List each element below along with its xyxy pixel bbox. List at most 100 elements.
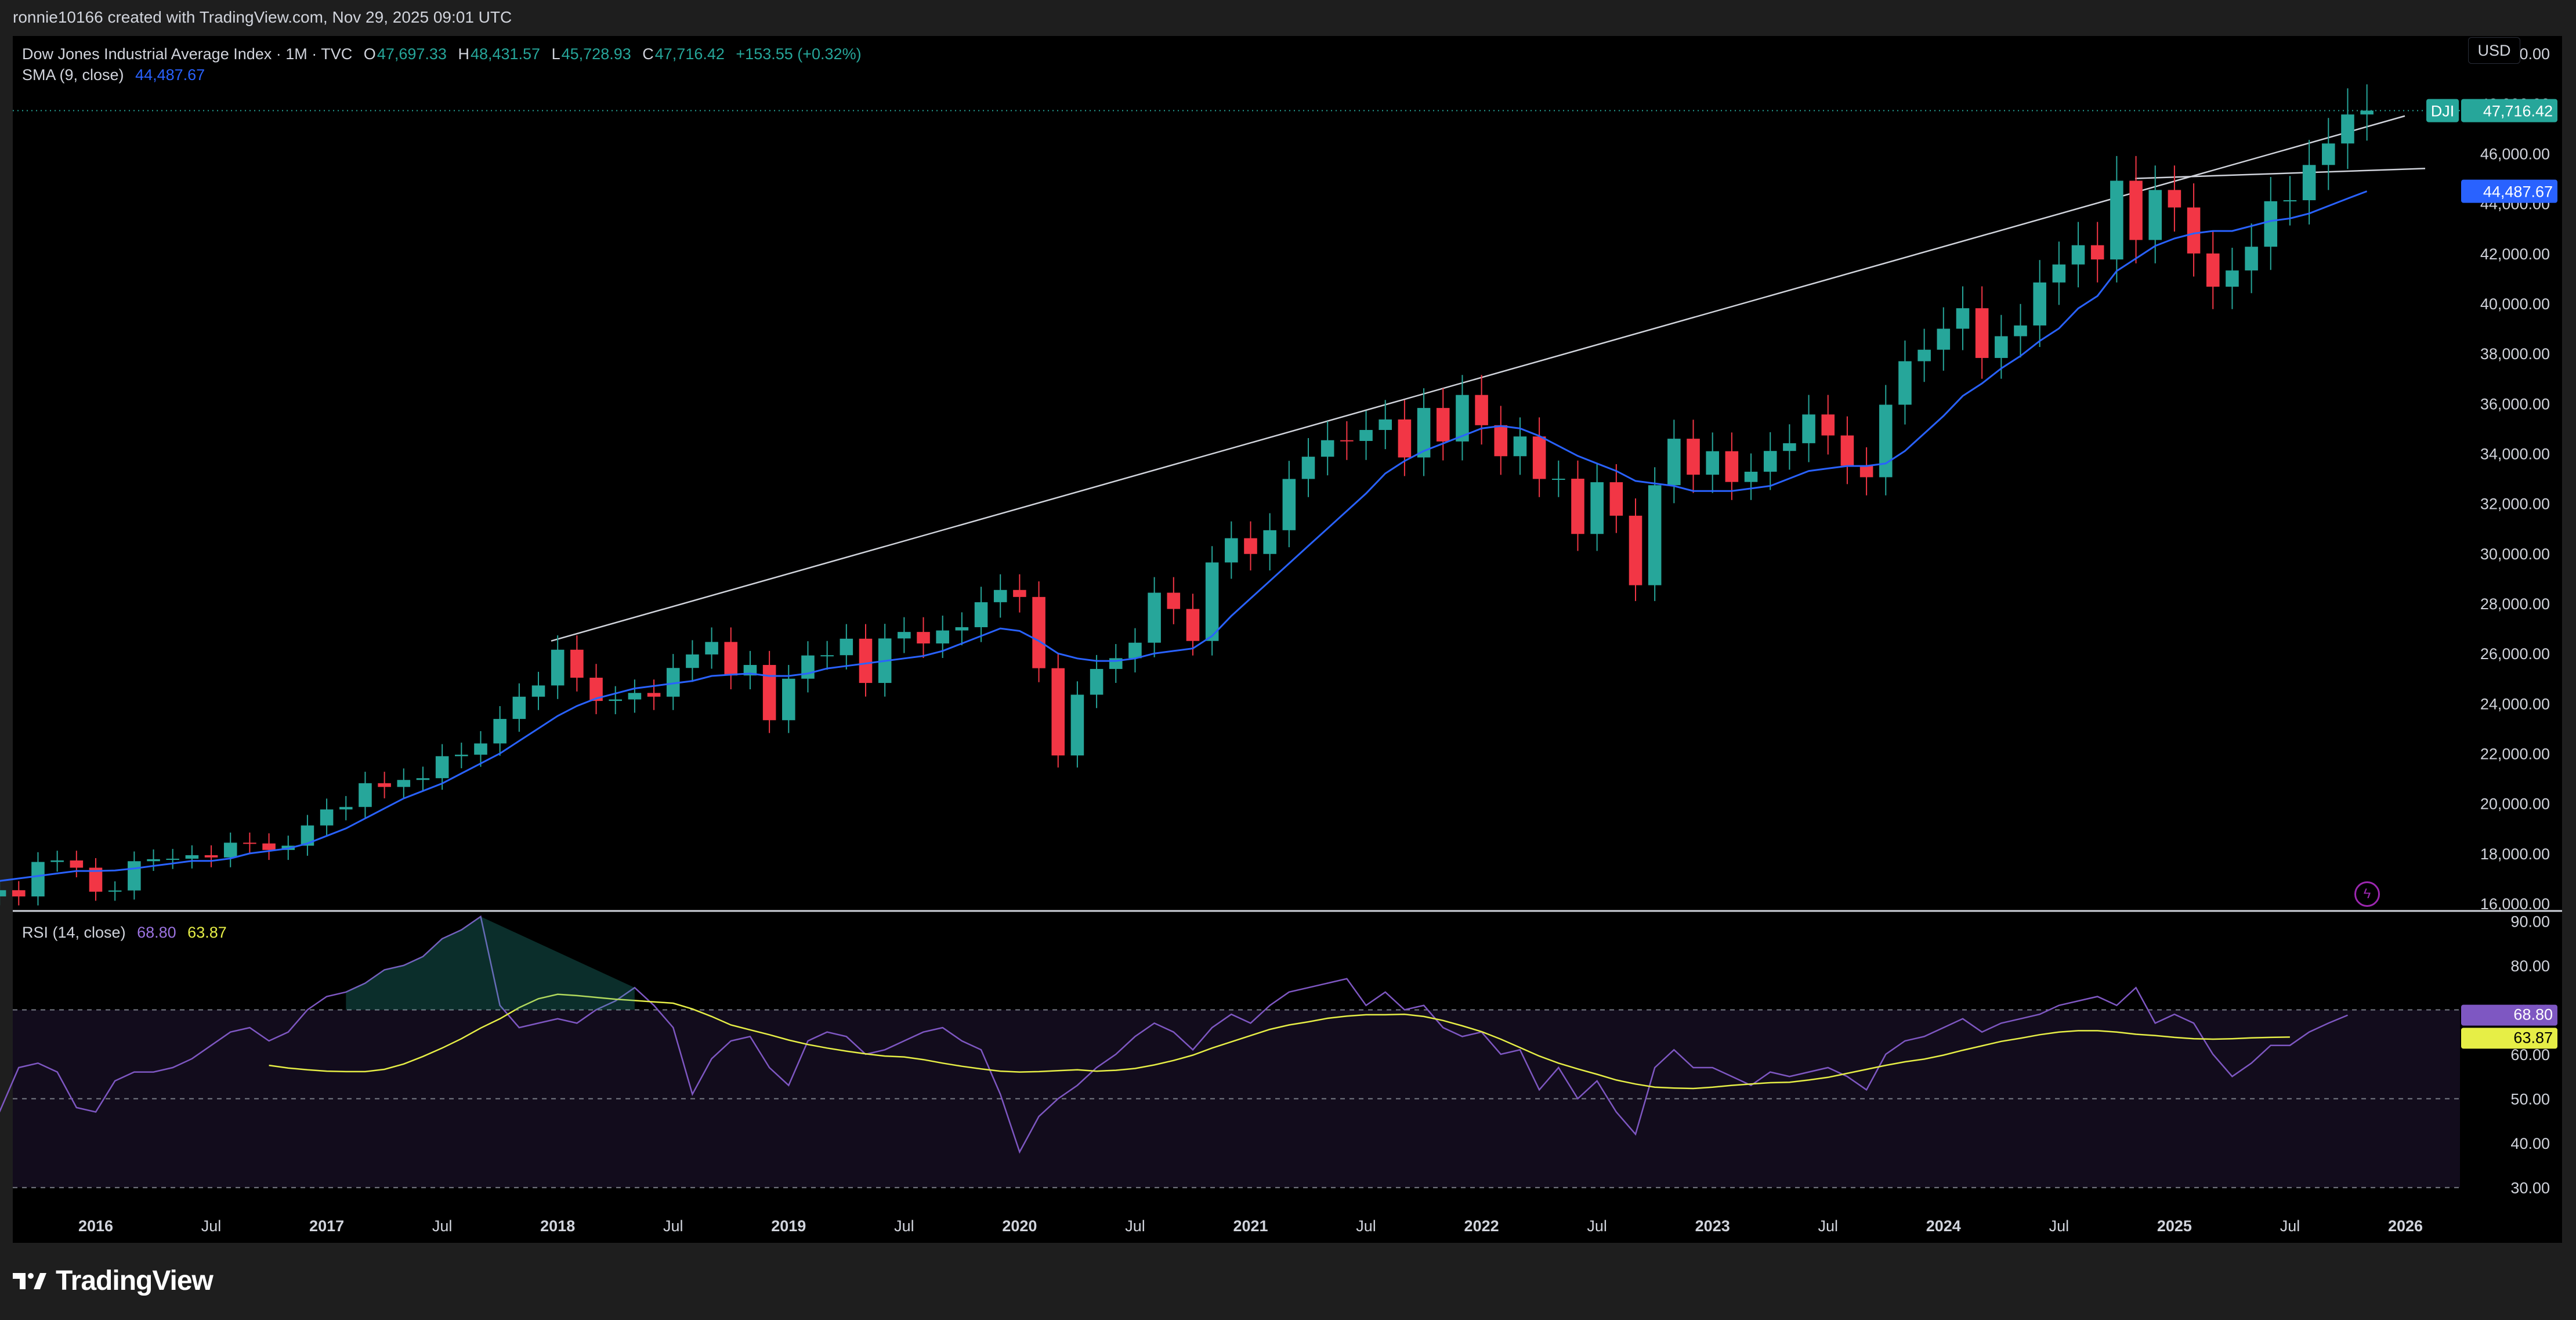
price-badge-label: 47,716.42 (2483, 103, 2553, 120)
candle (1340, 440, 1354, 442)
rsi-ma-line (269, 993, 2290, 1090)
candle (1687, 439, 1700, 475)
candle (339, 807, 353, 810)
candle (2110, 180, 2123, 260)
candle (1417, 408, 1431, 458)
candle (1821, 414, 1835, 436)
candle (2148, 190, 2162, 240)
price-axis-label: 42,000.00 (2480, 245, 2550, 263)
candle (782, 678, 795, 721)
candle (2341, 114, 2354, 144)
candle (936, 630, 949, 643)
price-badge (2461, 99, 2557, 122)
candle (1090, 668, 1104, 695)
candle (1571, 479, 1584, 534)
candle (243, 842, 256, 844)
candle (1629, 515, 1642, 585)
candle (166, 858, 179, 860)
chart-credit: ronnie10166 created with TradingView.com… (13, 8, 512, 26)
time-axis-label: 2023 (1695, 1217, 1730, 1235)
candle (1263, 530, 1276, 554)
candle (801, 655, 815, 679)
tradingview-logo-text: TradingView (56, 1265, 214, 1296)
price-axis-label: 24,000.00 (2480, 695, 2550, 713)
candle (416, 778, 430, 780)
candle (820, 655, 834, 657)
price-axis-label: 34,000.00 (2480, 446, 2550, 463)
candle (1956, 308, 1970, 329)
candle (1398, 419, 1412, 458)
candle (1513, 436, 1527, 457)
candle (2052, 264, 2066, 283)
rsi-axis-label: 90.00 (2510, 913, 2550, 930)
legend-close-value: 47,716.42 (654, 45, 725, 63)
candle (2322, 143, 2335, 165)
time-axis-label: Jul (1356, 1217, 1376, 1235)
candle (1301, 457, 1315, 479)
trendline (2134, 168, 2426, 179)
rsi-ma-badge-label: 63.87 (2513, 1029, 2553, 1046)
candle (1032, 596, 1045, 668)
candle (50, 860, 64, 862)
candle (512, 696, 526, 719)
candle (1244, 538, 1257, 554)
candle (493, 719, 506, 744)
candle (1840, 435, 1854, 466)
candle (2168, 190, 2181, 208)
candle (2283, 200, 2297, 202)
time-axis-label: 2021 (1233, 1217, 1268, 1235)
candle (705, 642, 718, 654)
candle (628, 693, 642, 700)
tradingview-logo: TradingView (13, 1265, 214, 1297)
lightning-icon[interactable]: ϟ (2354, 881, 2380, 907)
candle (1051, 668, 1065, 756)
candle (1744, 471, 1758, 482)
candle (647, 693, 661, 697)
rsi-legend: RSI (14, close) 68.80 63.87 (22, 924, 228, 942)
candle (589, 678, 603, 701)
time-axis-label: Jul (894, 1217, 914, 1235)
candle (1070, 695, 1084, 756)
price-axis-label: 18,000.00 (2480, 845, 2550, 863)
candle (1879, 404, 1893, 478)
rsi-legend-label: RSI (14, close) (22, 924, 126, 941)
candle (2360, 110, 2374, 115)
price-axis-label: 30,000.00 (2480, 545, 2550, 563)
candle (1167, 592, 1181, 609)
candle (435, 756, 449, 779)
candle (223, 842, 237, 858)
candle (1802, 414, 1815, 443)
candle (1937, 328, 1951, 350)
tradingview-logo-icon (13, 1272, 46, 1289)
candle (1975, 308, 1989, 358)
candle (0, 890, 6, 896)
rsi-axis-label: 50.00 (2510, 1091, 2550, 1108)
candle (898, 632, 911, 639)
candle (12, 890, 26, 897)
candle (2264, 201, 2278, 247)
sma-badge (2461, 179, 2557, 203)
candle (686, 654, 699, 668)
candle (1436, 408, 1450, 442)
candle (1552, 479, 1565, 480)
symbol-badge-label: DJI (2431, 103, 2455, 120)
sma-line (0, 190, 2368, 882)
price-axis-label: 40,000.00 (2480, 295, 2550, 313)
legend-high-label: H (458, 45, 469, 63)
candle (108, 890, 122, 892)
time-axis-label: Jul (663, 1217, 683, 1235)
time-axis-label: Jul (2280, 1217, 2300, 1235)
candle (359, 783, 372, 807)
price-axis-label: 36,000.00 (2480, 395, 2550, 413)
currency-button[interactable]: USD (2468, 37, 2520, 64)
candle (1590, 482, 1604, 534)
candle (1013, 590, 1026, 597)
sma-legend: SMA (9, close) 44,487.67 (22, 66, 206, 84)
candle (1648, 485, 1662, 585)
legend-low-label: L (551, 45, 560, 63)
candle (185, 855, 199, 859)
candle (1917, 349, 1931, 361)
rsi-axis-label: 30.00 (2510, 1180, 2550, 1197)
time-axis-label: 2022 (1464, 1217, 1499, 1235)
